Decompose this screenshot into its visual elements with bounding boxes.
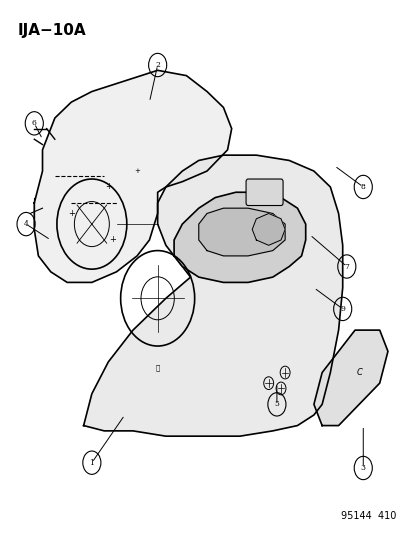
Polygon shape xyxy=(83,155,342,436)
Text: Ⓜ: Ⓜ xyxy=(155,364,159,370)
Text: +: + xyxy=(109,236,116,245)
Polygon shape xyxy=(34,70,231,282)
Text: 1: 1 xyxy=(89,459,94,467)
Polygon shape xyxy=(198,208,285,256)
Text: +: + xyxy=(104,182,112,191)
Text: 9: 9 xyxy=(339,305,344,313)
Text: 3: 3 xyxy=(360,464,365,472)
Polygon shape xyxy=(313,330,387,425)
Text: +: + xyxy=(68,209,75,218)
Text: 5: 5 xyxy=(274,400,279,408)
Polygon shape xyxy=(252,214,285,245)
Text: C: C xyxy=(355,368,361,377)
Text: 8: 8 xyxy=(360,183,365,191)
FancyBboxPatch shape xyxy=(245,179,282,206)
Text: +: + xyxy=(134,168,140,174)
Text: 6: 6 xyxy=(32,119,37,127)
Polygon shape xyxy=(174,192,305,282)
Text: 7: 7 xyxy=(344,262,349,271)
Text: 4: 4 xyxy=(24,220,28,228)
Text: 95144  410: 95144 410 xyxy=(340,511,395,521)
Text: 2: 2 xyxy=(155,61,160,69)
Text: IJA−10A: IJA−10A xyxy=(18,22,86,38)
